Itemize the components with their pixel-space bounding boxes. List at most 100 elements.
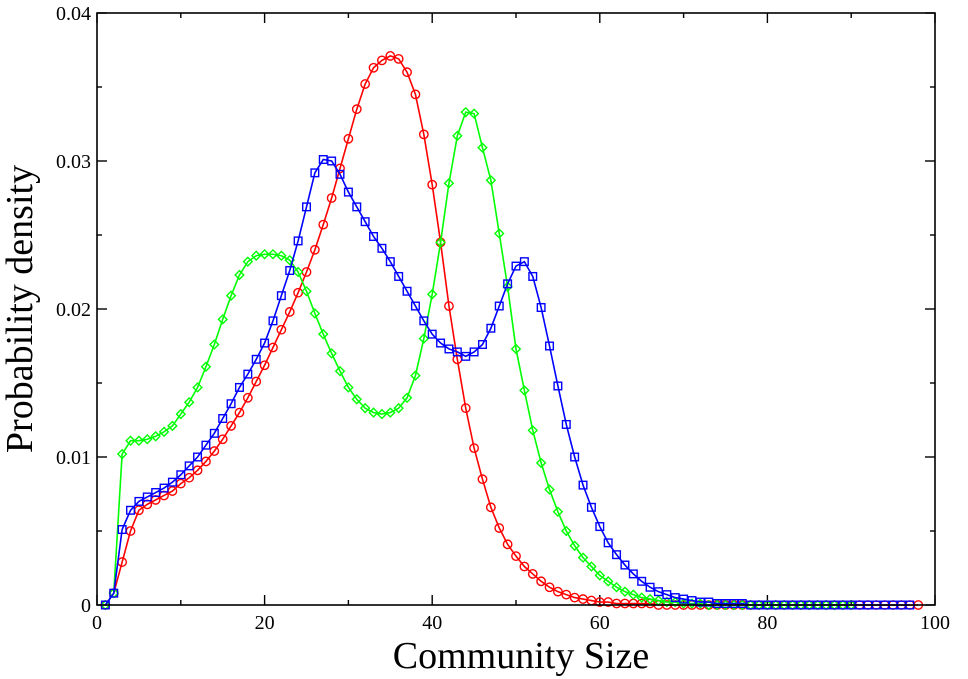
data-point-blue-squares	[695, 597, 705, 607]
data-point-green-diamonds	[259, 248, 270, 260]
data-point-green-diamonds	[678, 598, 689, 609]
data-point-red-circles	[511, 551, 521, 562]
data-point-green-diamonds	[535, 457, 547, 469]
data-point-blue-squares	[234, 382, 244, 392]
x-tick-label: 80	[757, 612, 777, 634]
series-green-diamonds	[100, 106, 857, 611]
data-point-blue-squares	[494, 301, 504, 311]
data-point-red-circles	[318, 219, 329, 230]
data-point-blue-squares	[628, 569, 638, 579]
data-point-green-diamonds	[317, 328, 329, 340]
y-tick-label: 0.04	[56, 3, 91, 25]
data-point-green-diamonds	[519, 385, 530, 396]
data-point-red-circles	[326, 193, 337, 203]
data-point-green-diamonds	[569, 540, 580, 552]
data-point-red-circles	[351, 104, 362, 115]
data-point-blue-squares	[226, 399, 236, 409]
data-point-green-diamonds	[602, 576, 614, 587]
data-point-green-diamonds	[167, 420, 178, 432]
data-point-blue-squares	[109, 588, 119, 598]
data-point-green-diamonds	[527, 425, 539, 436]
data-point-green-diamonds	[452, 130, 463, 142]
data-point-blue-squares	[285, 266, 295, 276]
data-point-blue-squares	[519, 257, 529, 267]
y-tick-label: 0	[81, 595, 91, 617]
data-point-green-diamonds	[116, 448, 128, 460]
y-tick-label: 0.03	[56, 151, 91, 173]
data-point-blue-squares	[486, 323, 496, 333]
data-point-green-diamonds	[175, 408, 187, 420]
data-point-blue-squares	[704, 597, 714, 607]
data-point-green-diamonds	[410, 370, 421, 381]
tick-labels: 0 20 40 60 80 100 0 0.01 0.02 0.03 0.04	[56, 3, 950, 634]
data-point-red-circles	[427, 179, 438, 190]
data-point-blue-squares	[469, 347, 479, 357]
data-point-blue-squares	[595, 522, 605, 532]
data-point-blue-squares	[612, 550, 622, 560]
data-point-blue-squares	[570, 452, 580, 462]
data-point-green-diamonds	[560, 525, 572, 537]
data-point-blue-squares	[293, 236, 303, 246]
data-point-blue-squares	[511, 261, 521, 271]
data-point-green-diamonds	[443, 177, 455, 189]
data-point-green-diamonds	[133, 435, 145, 447]
data-point-green-diamonds	[225, 290, 237, 301]
data-point-blue-squares	[327, 156, 337, 166]
data-point-red-circles	[226, 421, 236, 431]
data-point-blue-squares	[545, 341, 555, 351]
data-point-green-diamonds	[368, 407, 379, 418]
data-point-blue-squares	[268, 316, 278, 326]
data-point-green-diamonds	[435, 237, 446, 248]
data-point-green-diamonds	[125, 435, 136, 447]
data-point-red-circles	[309, 244, 320, 255]
data-point-blue-squares	[662, 590, 672, 600]
series-line-red-circles	[104, 55, 919, 606]
data-point-blue-squares	[452, 347, 462, 357]
data-point-blue-squares	[318, 155, 328, 165]
data-point-red-circles	[494, 523, 505, 533]
data-point-red-circles	[242, 392, 253, 403]
data-point-green-diamonds	[343, 382, 354, 393]
data-point-red-circles	[418, 129, 429, 140]
data-point-blue-squares	[193, 452, 203, 462]
data-point-blue-squares	[578, 480, 588, 490]
data-point-blue-squares	[251, 354, 261, 364]
data-point-blue-squares	[620, 560, 630, 570]
data-point-blue-squares	[419, 316, 429, 326]
data-point-green-diamonds	[686, 598, 698, 609]
data-point-blue-squares	[653, 587, 663, 597]
data-point-blue-squares	[586, 502, 596, 512]
data-point-red-circles	[410, 89, 421, 100]
data-point-green-diamonds	[661, 596, 673, 608]
data-point-blue-squares	[335, 169, 345, 179]
series-blue-squares	[100, 155, 915, 610]
data-point-green-diamonds	[401, 392, 413, 404]
data-point-red-circles	[284, 307, 295, 317]
data-point-green-diamonds	[510, 343, 522, 355]
data-point-green-diamonds	[418, 333, 430, 344]
series-line-green-diamonds	[104, 111, 852, 606]
data-point-green-diamonds	[242, 256, 254, 267]
data-point-green-diamonds	[636, 592, 647, 603]
data-point-green-diamonds	[309, 308, 321, 319]
data-point-blue-squares	[176, 470, 186, 480]
data-point-green-diamonds	[502, 281, 513, 293]
data-point-blue-squares	[218, 414, 228, 424]
data-point-red-circles	[360, 79, 371, 89]
data-point-green-diamonds	[158, 426, 170, 438]
x-tick-label: 0	[92, 612, 102, 634]
axis-ticks	[96, 12, 936, 606]
data-point-blue-squares	[377, 243, 387, 253]
data-point-blue-squares	[360, 217, 370, 227]
data-point-green-diamonds	[359, 402, 371, 414]
data-point-blue-squares	[142, 492, 152, 502]
data-point-red-circles	[469, 443, 479, 454]
data-point-blue-squares	[679, 594, 689, 604]
data-point-blue-squares	[159, 483, 169, 493]
x-axis-label: Community Size	[393, 635, 650, 677]
data-point-blue-squares	[302, 202, 312, 212]
data-point-green-diamonds	[477, 142, 488, 153]
data-point-blue-squares	[737, 599, 747, 609]
data-point-red-circles	[259, 360, 270, 371]
data-point-blue-squares	[201, 440, 211, 450]
